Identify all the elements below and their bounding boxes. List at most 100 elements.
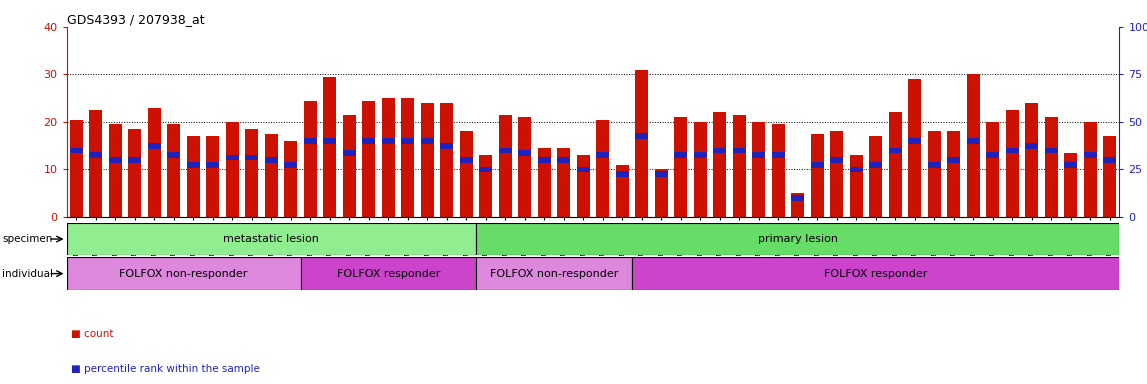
Text: individual: individual xyxy=(2,268,53,279)
Bar xyxy=(382,138,395,144)
Text: FOLFOX responder: FOLFOX responder xyxy=(824,268,928,279)
Bar xyxy=(479,167,492,172)
Bar xyxy=(674,152,687,158)
Bar xyxy=(713,147,726,153)
Text: primary lesion: primary lesion xyxy=(758,234,837,244)
Text: FOLFOX non-responder: FOLFOX non-responder xyxy=(119,268,248,279)
Bar xyxy=(752,152,765,158)
Bar xyxy=(733,147,746,153)
Bar xyxy=(772,124,785,217)
Bar xyxy=(967,74,980,217)
Text: specimen: specimen xyxy=(2,234,53,244)
Bar xyxy=(596,119,609,217)
Bar xyxy=(265,134,278,217)
Bar xyxy=(67,223,476,255)
Bar xyxy=(1006,147,1019,153)
Bar xyxy=(187,162,200,167)
Bar xyxy=(655,169,668,217)
Bar xyxy=(148,108,161,217)
Bar xyxy=(479,155,492,217)
Bar xyxy=(343,115,356,217)
Bar xyxy=(401,98,414,217)
Bar xyxy=(323,138,336,144)
Bar xyxy=(616,165,629,217)
Bar xyxy=(167,124,180,217)
Bar xyxy=(1045,117,1058,217)
Bar xyxy=(440,103,453,217)
Bar xyxy=(1006,110,1019,217)
Bar xyxy=(674,117,687,217)
Bar xyxy=(67,257,301,290)
Bar xyxy=(791,195,804,201)
Bar xyxy=(889,113,902,217)
Bar xyxy=(557,148,570,217)
Bar xyxy=(206,162,219,167)
Bar xyxy=(109,157,122,163)
Bar xyxy=(986,122,999,217)
Bar xyxy=(596,152,609,158)
Bar xyxy=(284,162,297,167)
Text: ■ percentile rank within the sample: ■ percentile rank within the sample xyxy=(71,364,260,374)
Bar xyxy=(499,115,512,217)
Bar xyxy=(1045,147,1058,153)
Bar xyxy=(421,138,434,144)
Bar xyxy=(1103,136,1116,217)
Bar xyxy=(635,133,648,139)
Bar xyxy=(167,152,180,158)
Bar xyxy=(635,70,648,217)
Bar xyxy=(947,157,960,163)
Bar xyxy=(830,131,843,217)
Bar xyxy=(772,152,785,158)
Bar xyxy=(460,131,473,217)
Bar xyxy=(1025,103,1038,217)
Bar xyxy=(518,117,531,217)
Bar xyxy=(928,162,941,167)
Bar xyxy=(362,101,375,217)
Bar xyxy=(382,98,395,217)
Bar xyxy=(323,77,336,217)
Bar xyxy=(128,157,141,163)
Bar xyxy=(889,147,902,153)
Bar xyxy=(109,124,122,217)
Bar xyxy=(830,157,843,163)
Bar xyxy=(70,119,83,217)
Bar xyxy=(421,103,434,217)
Bar xyxy=(206,136,219,217)
Text: metastatic lesion: metastatic lesion xyxy=(224,234,319,244)
Bar xyxy=(128,129,141,217)
Bar xyxy=(301,257,476,290)
Bar xyxy=(245,155,258,161)
Text: ■ count: ■ count xyxy=(71,329,114,339)
Bar xyxy=(1084,122,1097,217)
Bar xyxy=(1064,162,1077,167)
Bar xyxy=(538,157,551,163)
Bar xyxy=(440,143,453,149)
Bar xyxy=(538,148,551,217)
Bar xyxy=(460,157,473,163)
Bar xyxy=(986,152,999,158)
Bar xyxy=(226,155,239,161)
Bar xyxy=(284,141,297,217)
Bar xyxy=(947,131,960,217)
Bar xyxy=(967,138,980,144)
Bar xyxy=(304,138,317,144)
Bar xyxy=(265,157,278,163)
Bar xyxy=(499,147,512,153)
Text: GDS4393 / 207938_at: GDS4393 / 207938_at xyxy=(67,13,204,26)
Bar xyxy=(694,122,707,217)
Bar xyxy=(89,152,102,158)
Bar xyxy=(1084,152,1097,158)
Bar xyxy=(226,122,239,217)
Bar xyxy=(928,131,941,217)
Bar xyxy=(476,257,632,290)
Bar xyxy=(850,167,863,172)
Bar xyxy=(908,79,921,217)
Text: FOLFOX non-responder: FOLFOX non-responder xyxy=(490,268,618,279)
Bar xyxy=(811,162,824,167)
Bar xyxy=(245,129,258,217)
Bar xyxy=(1025,143,1038,149)
Bar xyxy=(655,171,668,177)
Bar xyxy=(1064,153,1077,217)
Bar xyxy=(557,157,570,163)
Bar xyxy=(148,143,161,149)
